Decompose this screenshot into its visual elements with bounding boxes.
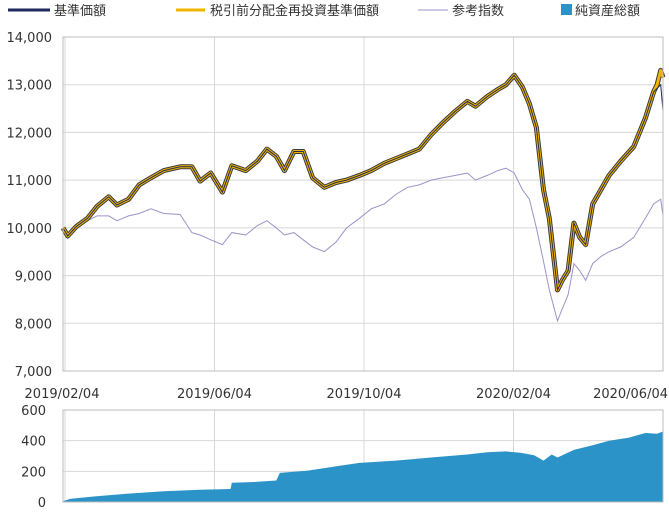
main-y-tick-label: 13,000 (7, 79, 53, 94)
main-y-tick-label: 10,000 (7, 222, 53, 237)
x-tick-label: 2020/06/04 (593, 387, 668, 402)
sub-plot-frame (62, 409, 664, 503)
legend: 基準価額 税引前分配金再投資基準価額 参考指数 純資産総額 (8, 3, 640, 19)
main-y-tick-label: 8,000 (15, 317, 52, 332)
x-tick-label: 2019/02/04 (25, 387, 100, 402)
sub-y-tick-label: 200 (21, 465, 46, 480)
legend-swatch-net-assets (561, 4, 572, 15)
x-tick-label: 2019/06/04 (177, 387, 252, 402)
sub-y-tick-label: 400 (21, 435, 46, 450)
x-tick-label: 2020/02/04 (476, 387, 551, 402)
sub-y-tick-label: 0 (38, 496, 46, 508)
series-line-nav (62, 74, 664, 292)
series-line-benchmark (62, 167, 664, 323)
main-chart-series (60, 67, 666, 323)
x-axis-ticks: 2019/02/04 2019/06/04 2019/10/04 2020/02/04… (25, 387, 668, 402)
series-area-net-assets (63, 431, 663, 502)
main-plot-frame (62, 36, 664, 372)
legend-label-net-assets: 純資産総額 (575, 3, 640, 19)
sub-y-tick-label: 600 (21, 404, 46, 419)
legend-label-reinvested: 税引前分配金再投資基準価額 (210, 3, 379, 19)
main-y-tick-label: 14,000 (7, 31, 53, 46)
main-y-tick-label: 7,000 (15, 365, 52, 380)
legend-label-nav: 基準価額 (54, 3, 106, 19)
main-y-tick-label: 9,000 (15, 270, 52, 285)
sub-chart-series (63, 431, 663, 502)
legend-label-benchmark: 参考指数 (452, 3, 504, 19)
sub-y-axis-ticks: 0 200 400 600 (21, 404, 46, 511)
main-y-tick-label: 12,000 (7, 126, 53, 141)
main-y-axis-ticks: 7,000 8,000 9,000 10,000 11,000 12,000 13,000 1… (7, 31, 53, 380)
main-y-tick-label: 11,000 (7, 174, 53, 189)
x-tick-label: 2019/10/04 (327, 387, 402, 402)
main-chart-grid (63, 36, 664, 372)
